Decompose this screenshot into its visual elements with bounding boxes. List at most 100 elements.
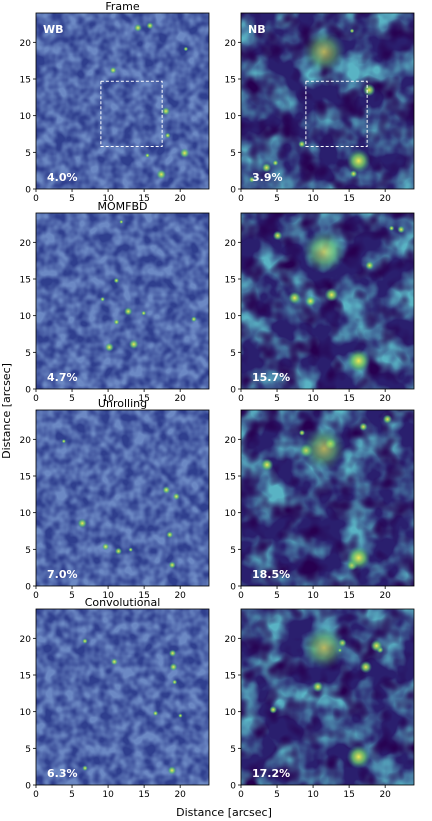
row-title: Convolutional bbox=[85, 596, 161, 609]
plage-region bbox=[302, 29, 347, 74]
bright-point bbox=[272, 230, 283, 241]
x-tick-label: 5 bbox=[69, 194, 75, 204]
y-tick-label: 0 bbox=[230, 782, 236, 792]
x-tick-label: 20 bbox=[174, 790, 186, 800]
bright-point bbox=[298, 429, 306, 436]
bright-point bbox=[110, 658, 118, 666]
bright-point bbox=[77, 518, 88, 529]
y-tick-label: 20 bbox=[225, 436, 237, 446]
bright-point bbox=[168, 561, 176, 569]
bright-point bbox=[82, 638, 88, 644]
y-tick-label: 5 bbox=[25, 745, 31, 755]
column-label: NB bbox=[248, 23, 266, 36]
bright-point bbox=[359, 422, 368, 432]
bright-point bbox=[133, 23, 143, 32]
y-tick-label: 10 bbox=[20, 312, 32, 322]
panel-texture bbox=[36, 609, 209, 785]
bright-point bbox=[162, 486, 171, 494]
bright-point bbox=[123, 307, 133, 316]
y-tick-label: 0 bbox=[25, 186, 31, 196]
x-tick-label: 10 bbox=[307, 194, 319, 204]
y-tick-label: 20 bbox=[20, 39, 32, 49]
bright-point bbox=[169, 662, 178, 672]
y-tick-label: 15 bbox=[225, 672, 236, 682]
wb-panel: 7.0% 0 5 10 15 20 0 5 10 15 20 bbox=[20, 409, 210, 601]
y-tick-label: 20 bbox=[225, 239, 237, 249]
x-tick-label: 10 bbox=[102, 194, 114, 204]
bright-point bbox=[61, 438, 67, 444]
bright-point bbox=[164, 132, 171, 139]
x-tick-label: 20 bbox=[379, 790, 391, 800]
panel-texture bbox=[36, 213, 209, 389]
x-tick-label: 5 bbox=[69, 394, 75, 404]
x-tick-label: 15 bbox=[138, 790, 149, 800]
plage-region bbox=[302, 229, 347, 274]
x-axis-label: Distance [arcsec] bbox=[176, 806, 272, 819]
x-tick-label: 15 bbox=[343, 394, 354, 404]
nb-panel: 15.7% 0 5 10 15 20 0 5 10 15 20 bbox=[225, 212, 415, 404]
panel-frame bbox=[35, 608, 210, 786]
x-tick-label: 20 bbox=[379, 591, 391, 601]
bright-point bbox=[388, 225, 395, 232]
x-tick-label: 0 bbox=[238, 394, 244, 404]
y-tick-label: 0 bbox=[25, 386, 31, 396]
bright-point bbox=[141, 310, 147, 316]
y-tick-label: 10 bbox=[225, 112, 237, 122]
row-title: Frame bbox=[105, 0, 140, 13]
bright-point bbox=[119, 219, 124, 225]
y-tick-label: 15 bbox=[20, 672, 31, 682]
bright-point bbox=[272, 159, 279, 167]
bright-point bbox=[128, 547, 134, 553]
wb-panel: 6.3% 0 5 10 15 20 0 5 10 15 20 bbox=[20, 608, 210, 800]
bright-point bbox=[156, 169, 167, 180]
bright-point bbox=[114, 547, 123, 555]
bright-point bbox=[382, 414, 393, 424]
x-tick-label: 15 bbox=[343, 790, 354, 800]
bright-point bbox=[312, 681, 324, 693]
y-axis-label: Distance [arcsec] bbox=[0, 363, 13, 459]
panel-frame bbox=[240, 12, 415, 190]
column-label: WB bbox=[43, 23, 64, 36]
contrast-label: 18.5% bbox=[252, 568, 290, 581]
y-tick-label: 0 bbox=[25, 583, 31, 593]
y-tick-label: 0 bbox=[230, 583, 236, 593]
y-tick-label: 5 bbox=[230, 546, 236, 556]
x-tick-label: 20 bbox=[379, 394, 391, 404]
bright-point bbox=[166, 531, 174, 539]
bright-point bbox=[100, 296, 106, 302]
x-tick-label: 20 bbox=[379, 194, 391, 204]
bright-point bbox=[113, 277, 120, 284]
row-title: Unrolling bbox=[98, 397, 147, 410]
roi-box bbox=[100, 80, 163, 147]
y-tick-label: 15 bbox=[20, 473, 31, 483]
bright-point bbox=[113, 319, 120, 326]
panel-texture bbox=[36, 410, 209, 586]
bright-point bbox=[101, 543, 110, 551]
bright-point bbox=[190, 316, 197, 323]
x-tick-label: 15 bbox=[138, 194, 149, 204]
x-tick-label: 5 bbox=[274, 790, 280, 800]
panel-frame bbox=[240, 608, 415, 786]
y-tick-label: 5 bbox=[230, 745, 236, 755]
contrast-label: 7.0% bbox=[47, 568, 78, 581]
plage-region bbox=[302, 625, 347, 670]
x-tick-label: 10 bbox=[307, 790, 319, 800]
bright-point bbox=[269, 705, 278, 714]
x-tick-label: 15 bbox=[138, 394, 149, 404]
panel-texture bbox=[36, 13, 209, 189]
bright-point bbox=[324, 287, 339, 302]
y-tick-label: 20 bbox=[225, 39, 237, 49]
bright-point bbox=[288, 291, 302, 305]
y-tick-label: 0 bbox=[25, 782, 31, 792]
bright-point bbox=[128, 339, 139, 350]
x-tick-label: 10 bbox=[102, 790, 114, 800]
nb-panel: 17.2% 0 5 10 15 20 0 5 10 15 20 bbox=[225, 608, 415, 800]
x-tick-label: 15 bbox=[138, 591, 149, 601]
bright-point bbox=[82, 765, 88, 772]
contrast-label: 3.9% bbox=[252, 171, 283, 184]
contrast-label: 4.0% bbox=[47, 171, 78, 184]
contrast-label: 6.3% bbox=[47, 767, 78, 780]
y-tick-label: 10 bbox=[225, 509, 237, 519]
x-tick-label: 0 bbox=[33, 591, 39, 601]
